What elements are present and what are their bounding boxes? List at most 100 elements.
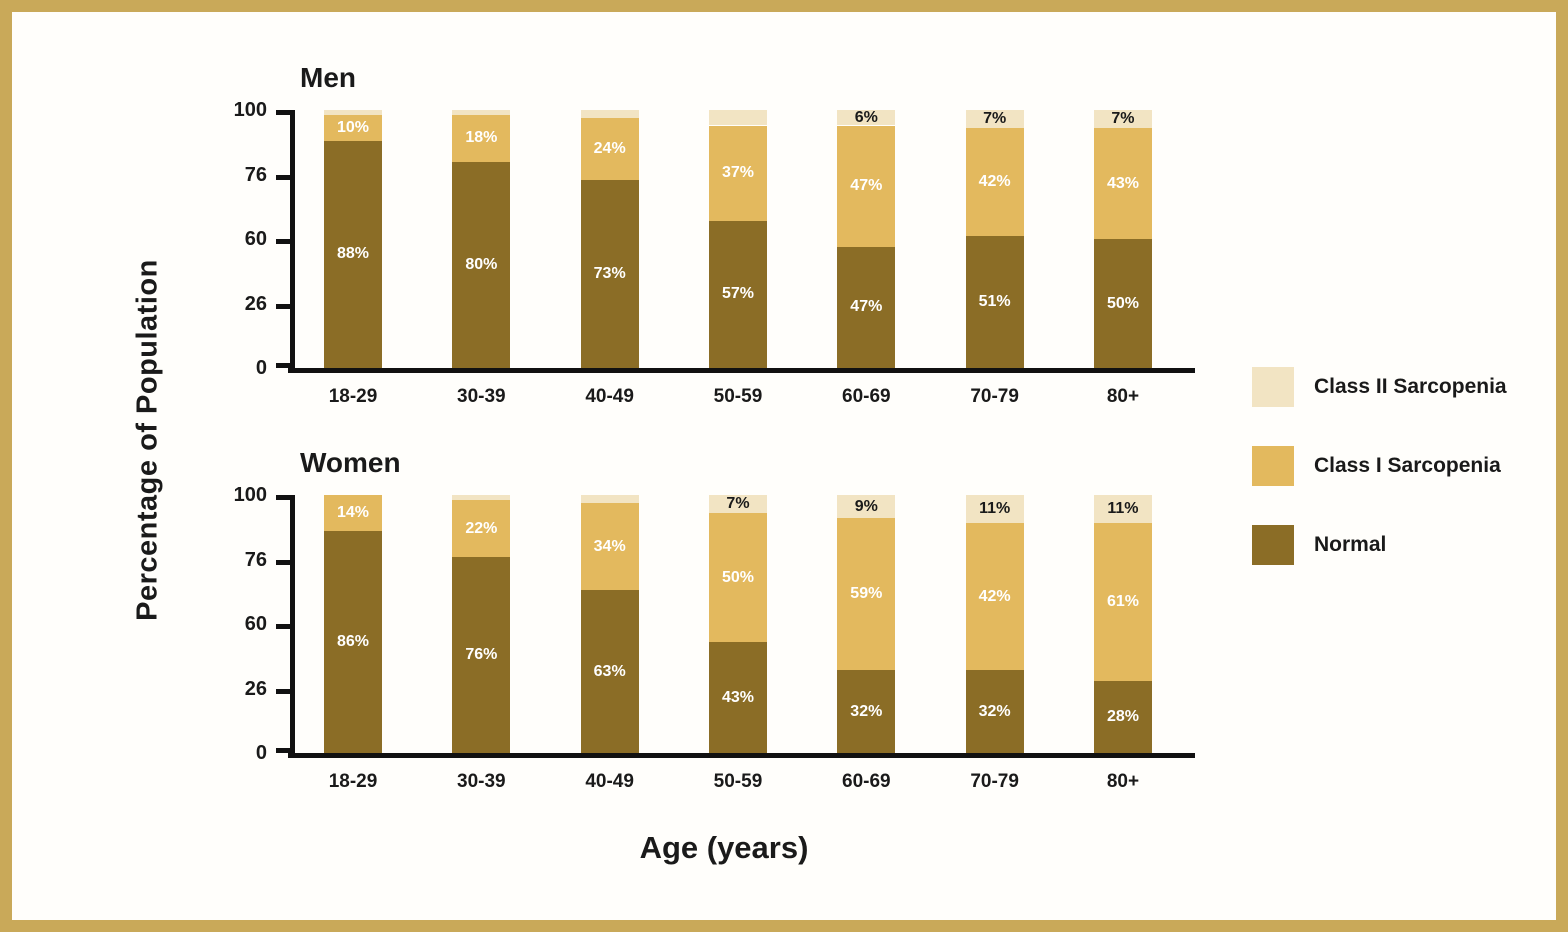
stacked-bar: 73% 24%: [580, 110, 639, 368]
bar-segment-class1: 50%: [708, 513, 767, 643]
bar-value-label: 73%: [593, 264, 626, 282]
y-tick-mark: [276, 303, 291, 309]
bar-value-label: 47%: [850, 298, 883, 316]
y-tick-mark: [276, 174, 291, 180]
bar-value-label: 59%: [850, 585, 883, 603]
bar-segment-class1: 34%: [580, 502, 639, 591]
bar-value-label: 57%: [721, 285, 754, 303]
bar-segment-normal: 28%: [1093, 680, 1152, 753]
men-chart: Men 100 76 60 26 0 88% 10% 18-29 80% 18% 30-39 73% 24…: [234, 62, 1195, 407]
x-tick-label: 40-49: [585, 771, 634, 792]
stacked-bar: 43% 50% 7%: [708, 495, 767, 753]
stacked-bar: 32% 42% 11%: [965, 495, 1024, 753]
y-axis-title: Percentage of Population: [131, 259, 164, 621]
bar-segment-normal: 88%: [324, 140, 382, 368]
bar-value-label: 7%: [983, 110, 1007, 128]
bar-value-label: 10%: [336, 119, 370, 137]
x-tick-label: 70-79: [970, 386, 1019, 407]
y-tick-label: 26: [244, 292, 267, 315]
bar-segment-class1: 59%: [837, 518, 896, 671]
y-tick-mark: [276, 624, 291, 629]
bar-segment-normal: 32%: [837, 670, 896, 753]
bar-value-label: 76%: [465, 645, 498, 663]
bar-segment-class2: 11%: [965, 495, 1024, 524]
y-tick-label: 0: [255, 742, 267, 764]
stacked-bar: 57% 37%: [708, 110, 767, 368]
bar-value-label: 43%: [721, 688, 754, 706]
y-tick-label: 100: [233, 484, 267, 506]
y-tick-label: 60: [244, 228, 267, 250]
legend-swatch: [1252, 525, 1294, 565]
bar-segment-class1: 42%: [965, 128, 1024, 237]
bar-value-label: 7%: [1111, 110, 1135, 128]
bar-segment-class2: 7%: [1093, 110, 1152, 129]
legend-swatch: [1252, 446, 1294, 486]
stacked-bar: 50% 43% 7%: [1093, 110, 1152, 368]
bar-value-label: 42%: [978, 173, 1011, 191]
bar-segment-class2: 11%: [1093, 495, 1152, 524]
x-tick-label: 30-39: [457, 386, 506, 407]
bar-value-label: 7%: [726, 495, 750, 513]
bar-segment-normal: 47%: [837, 246, 896, 368]
bar-segment-normal: 50%: [1093, 239, 1152, 368]
bar-segment-normal: 51%: [965, 236, 1024, 368]
bar-value-label: 37%: [721, 164, 754, 182]
bar-segment-normal: 63%: [580, 590, 639, 753]
bar-segment-class1: 24%: [580, 117, 639, 180]
bar-value-label: 63%: [593, 662, 626, 680]
chart-title: Men: [300, 62, 356, 93]
bar-segment-class1: 14%: [324, 495, 382, 532]
y-tick-mark: [276, 688, 291, 694]
bar-segment-normal: 80%: [452, 161, 511, 368]
bar-value-label: 32%: [978, 702, 1011, 720]
stacked-bar: 51% 42% 7%: [965, 110, 1024, 368]
bar-value-label: 50%: [721, 568, 754, 586]
y-tick-label: 76: [244, 548, 267, 571]
y-tick-label: 100: [233, 99, 267, 121]
bar-segment-normal: 43%: [708, 642, 767, 753]
bar-segment-normal: 76%: [452, 556, 511, 753]
bar-segment-class1: 61%: [1093, 523, 1152, 681]
x-axis-line: [288, 368, 1195, 373]
stacked-bar: 76% 22%: [452, 495, 511, 753]
bar-value-label: 11%: [979, 500, 1011, 518]
legend-label: Class II Sarcopenia: [1314, 375, 1507, 398]
y-axis-line: [290, 495, 295, 756]
x-tick-label: 18-29: [328, 386, 378, 407]
legend-label: Class I Sarcopenia: [1314, 454, 1501, 477]
y-tick-mark: [276, 748, 291, 753]
bar-segment-class1: 10%: [324, 115, 382, 141]
bar-value-label: 34%: [593, 537, 626, 555]
legend-item: Normal: [1252, 525, 1507, 565]
y-axis-line: [290, 110, 295, 371]
x-tick-label: 60-69: [842, 386, 891, 407]
x-tick-label: 70-79: [970, 771, 1019, 792]
stacked-bar: 63% 34%: [580, 495, 639, 753]
stacked-bar: 32% 59% 9%: [837, 495, 896, 753]
bar-segment-class1: 47%: [837, 125, 896, 247]
women-chart: Women 100 76 60 26 0 86% 14% 18-29 76% 22% 30-39 63%…: [234, 447, 1195, 792]
bar-segment-class1: 42%: [965, 523, 1024, 671]
x-tick-label: 50-59: [713, 386, 763, 407]
legend-label: Normal: [1314, 533, 1387, 556]
bar-value-label: 88%: [336, 245, 370, 263]
x-axis-line: [288, 753, 1195, 758]
legend-swatch: [1252, 367, 1294, 407]
y-tick-mark: [276, 363, 291, 368]
bar-segment-class1: 43%: [1093, 128, 1152, 239]
bar-value-label: 28%: [1106, 707, 1139, 725]
bar-segment-class2: [580, 110, 639, 118]
bar-value-label: 86%: [336, 633, 370, 651]
bar-value-label: 11%: [1107, 500, 1139, 518]
stacked-bar: 47% 47% 6%: [837, 109, 896, 368]
y-tick-label: 76: [244, 163, 267, 186]
bar-segment-class2: 7%: [708, 495, 767, 514]
bar-segment-class1: 37%: [708, 125, 767, 221]
bar-segment-normal: 32%: [965, 670, 1024, 753]
y-tick-mark: [276, 110, 291, 115]
legend-item: Class I Sarcopenia: [1252, 446, 1507, 486]
bar-value-label: 32%: [850, 702, 883, 720]
x-tick-label: 60-69: [842, 771, 891, 792]
bar-segment-class1: 22%: [452, 500, 511, 557]
